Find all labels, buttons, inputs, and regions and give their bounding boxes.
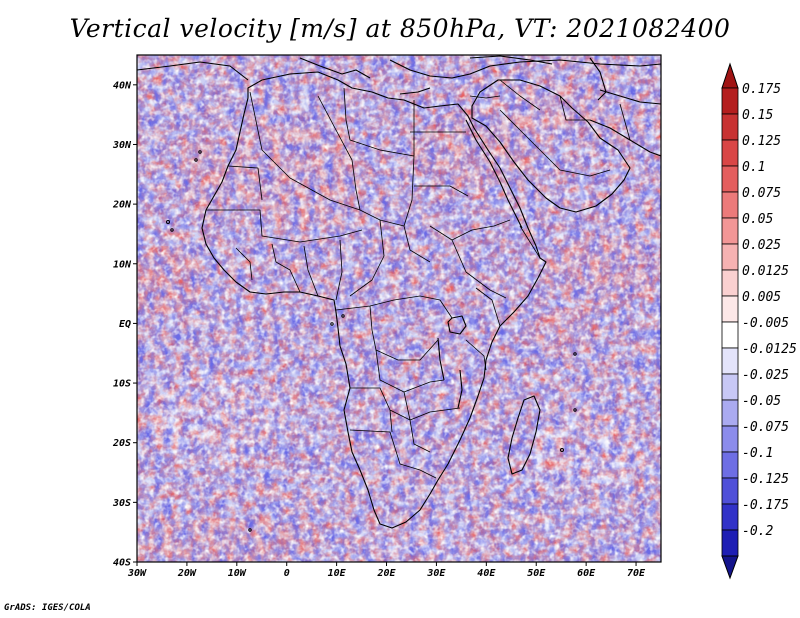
colorbar-swatch (721, 139, 739, 167)
lon-tick-label: 0 (284, 568, 290, 579)
colorbar-swatch (721, 217, 739, 245)
lat-tick-label: 10N (113, 259, 132, 270)
coastlines (137, 55, 661, 529)
islands (166, 150, 577, 532)
colorbar-label: -0.005 (742, 316, 789, 331)
colorbar-label: 0.005 (742, 290, 781, 305)
colorbar-label: 0.125 (742, 134, 781, 149)
colorbar-swatch (721, 243, 739, 271)
lon-tick-label: 10W (228, 568, 247, 579)
colorbar-label: -0.075 (742, 420, 789, 435)
colorbar: 0.175 0.15 0.125 0.1 0.075 0.05 0.025 0.0125 0.0… (721, 62, 797, 580)
lat-tick-label: 20S (112, 438, 131, 449)
country-borders (206, 79, 631, 479)
longitude-axis: 30W 20W 10W 0 10E 20E 30E 40E 50E 60E 70E (127, 562, 646, 579)
colorbar-swatch (721, 87, 739, 115)
colorbar-swatch (721, 321, 739, 349)
colorbar-bottom-arrow (721, 555, 739, 580)
lon-tick-label: 10E (328, 568, 347, 579)
colorbar-label: 0.15 (742, 108, 773, 123)
lat-tick-label: 30S (112, 498, 131, 509)
colorbar-swatch (721, 347, 739, 375)
lat-tick-label: 10S (113, 379, 131, 390)
colorbar-label: -0.0125 (742, 342, 797, 357)
colorbar-label: -0.175 (742, 498, 789, 513)
colorbar-label: 0.1 (742, 160, 765, 175)
lon-tick-label: 70E (627, 568, 646, 579)
lon-tick-label: 30E (426, 568, 446, 579)
colorbar-swatch (721, 373, 739, 401)
colorbar-label: -0.125 (742, 472, 789, 487)
lat-tick-label: 30N (112, 140, 132, 151)
colorbar-top-arrow (721, 62, 739, 89)
lat-tick-label: 40S (113, 558, 131, 569)
colorbar-label: -0.1 (742, 446, 773, 461)
plot-area (137, 55, 661, 562)
colorbar-label: 0.0125 (742, 264, 789, 279)
colorbar-label: 0.05 (742, 212, 773, 227)
lon-tick-label: 30W (127, 568, 147, 579)
colorbar-label: 0.025 (742, 238, 781, 253)
colorbar-swatch (721, 113, 739, 141)
colorbar-swatch (721, 529, 739, 557)
colorbar-swatch (721, 477, 739, 505)
colorbar-swatch (721, 269, 739, 297)
lon-tick-label: 50E (527, 568, 546, 579)
colorbar-label: -0.05 (742, 394, 781, 409)
lon-tick-label: 20W (177, 568, 197, 579)
colorbar-label: -0.2 (742, 524, 773, 539)
colorbar-label: 0.175 (742, 82, 781, 97)
colorbar-swatch (721, 165, 739, 193)
plot-frame (136, 54, 662, 563)
lat-tick-label: EQ (119, 319, 131, 330)
lat-tick-label: 40N (113, 80, 132, 91)
lon-tick-label: 60E (577, 568, 596, 579)
colorbar-swatch (721, 191, 739, 219)
lat-tick-label: 20N (112, 200, 132, 211)
field-speckle-white (137, 55, 661, 562)
lon-tick-label: 20E (376, 568, 396, 579)
colorbar-label: 0.075 (742, 186, 781, 201)
colorbar-label: -0.025 (742, 368, 789, 383)
lon-tick-label: 40E (477, 568, 496, 579)
colorbar-swatch (721, 503, 739, 531)
credit-label: GrADS: IGES/COLA (4, 603, 91, 613)
latitude-axis: 40N 30N 20N 10N EQ 10S 20S 30S 40S (112, 80, 137, 569)
colorbar-swatch (721, 451, 739, 479)
colorbar-swatch (721, 399, 739, 427)
colorbar-swatch (721, 425, 739, 453)
map-title: Vertical velocity [m/s] at 850hPa, VT: 2… (69, 14, 731, 43)
colorbar-swatch (721, 295, 739, 323)
